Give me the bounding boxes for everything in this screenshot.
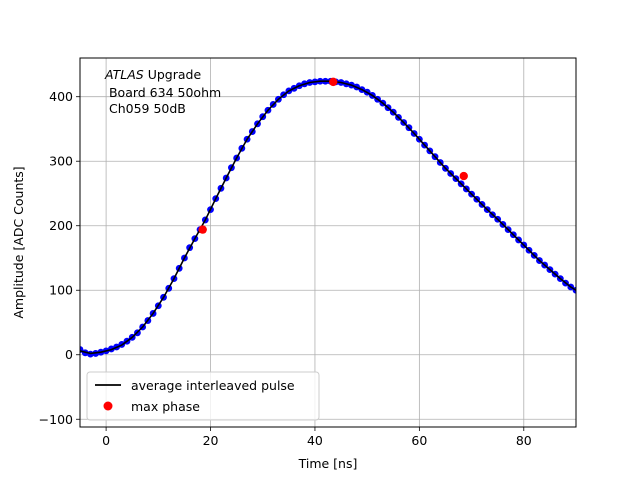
max-phase-marker — [198, 225, 207, 234]
x-axis-label: Time [ns] — [298, 456, 358, 471]
annotation-line-1: ATLAS Upgrade — [104, 67, 201, 82]
x-tick-label: 40 — [307, 433, 323, 448]
legend-label-max-phase: max phase — [131, 399, 200, 414]
legend-marker-swatch — [103, 401, 113, 411]
x-tick-label: 20 — [203, 433, 219, 448]
y-tick-label: 0 — [65, 347, 73, 362]
max-phase-marker — [329, 77, 338, 87]
plot-frame — [79, 57, 577, 428]
annotation: ATLAS Upgrade Board 634 50ohm Ch059 50dB — [104, 67, 221, 116]
annotation-line-3: Ch059 50dB — [105, 101, 186, 116]
legend: average interleaved pulse max phase — [86, 371, 320, 421]
annotation-line-2: Board 634 50ohm — [105, 85, 221, 100]
y-tick-label: 300 — [49, 154, 73, 169]
y-tick-label: 400 — [49, 89, 73, 104]
y-tick-label: 200 — [49, 218, 73, 233]
ticks: 0 20 40 60 80 −100 0 100 200 300 400 — [39, 89, 532, 448]
x-tick-label: 80 — [516, 433, 532, 448]
y-tick-label: 100 — [49, 283, 73, 298]
y-tick-label: −100 — [39, 412, 73, 427]
grid — [80, 58, 576, 427]
plot-area — [80, 77, 576, 358]
annotation-atlas: ATLAS — [104, 67, 144, 82]
x-tick-label: 0 — [102, 433, 110, 448]
y-axis-label: Amplitude [ADC Counts] — [11, 166, 26, 318]
max-phase-marker — [459, 171, 468, 181]
annotation-upgrade: Upgrade — [144, 67, 202, 82]
x-tick-label: 60 — [411, 433, 427, 448]
legend-box — [86, 371, 320, 421]
legend-label-average: average interleaved pulse — [131, 378, 295, 393]
